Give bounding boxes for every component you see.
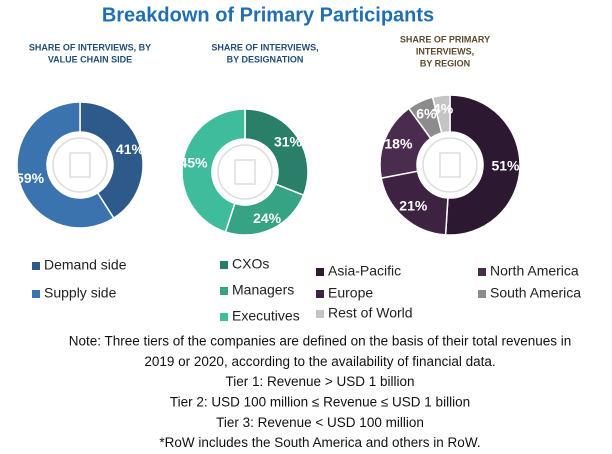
center-icon bbox=[234, 159, 256, 185]
donut-segment bbox=[79, 101, 144, 220]
note-line: *RoW includes the South America and othe… bbox=[159, 435, 480, 450]
value-label: 51% bbox=[491, 157, 520, 173]
chart-subtitle: SHARE OF PRIMARY bbox=[400, 34, 490, 44]
donut-segment bbox=[244, 108, 309, 197]
note-line: Tier 1: Revenue > USD 1 billion bbox=[226, 374, 415, 389]
legend-swatch bbox=[220, 261, 228, 269]
legend-label: CXOs bbox=[232, 256, 269, 272]
legend-swatch bbox=[316, 310, 324, 318]
donut-segment bbox=[431, 94, 451, 134]
chart-subtitle: SHARE OF INTERVIEWS, bbox=[211, 42, 318, 52]
value-label: 45% bbox=[180, 155, 209, 171]
page-title: Breakdown of Primary Participants bbox=[102, 4, 434, 26]
legend-swatch bbox=[220, 313, 228, 321]
legend-swatch bbox=[316, 268, 324, 276]
donut-segment bbox=[444, 94, 521, 236]
center-icon bbox=[52, 137, 108, 193]
legend-swatch bbox=[478, 290, 486, 298]
center-icon bbox=[69, 152, 91, 178]
legend-label: Executives bbox=[232, 308, 300, 324]
donut-segment bbox=[16, 101, 115, 229]
legend-label: Demand side bbox=[44, 257, 127, 273]
chart-subtitle: BY REGION bbox=[420, 58, 470, 68]
note-line: 2019 or 2020, according to the availabil… bbox=[144, 354, 495, 369]
legend-label: Asia-Pacific bbox=[328, 263, 401, 279]
legend-swatch bbox=[32, 262, 40, 270]
note-line: Note: Three tiers of the companies are d… bbox=[69, 334, 572, 349]
legend-label: Supply side bbox=[44, 285, 117, 301]
legend-label: South America bbox=[490, 285, 581, 301]
chart-subtitle: BY DESIGNATION bbox=[227, 54, 304, 64]
value-label: 24% bbox=[253, 210, 282, 226]
chart-subtitle: SHARE OF INTERVIEWS, BY bbox=[29, 42, 151, 52]
chart-subtitle: VALUE CHAIN SIDE bbox=[48, 54, 132, 64]
center-icon bbox=[217, 144, 273, 200]
legend-label: North America bbox=[490, 263, 579, 279]
center-icon bbox=[422, 137, 478, 193]
value-label: 4% bbox=[433, 101, 454, 117]
donut-segment bbox=[181, 108, 246, 233]
legend-label: Rest of World bbox=[328, 305, 413, 321]
center-icon bbox=[439, 152, 461, 178]
value-label: 31% bbox=[274, 133, 303, 149]
legend-label: Europe bbox=[328, 285, 373, 301]
value-label: 41% bbox=[116, 141, 145, 157]
value-label: 6% bbox=[416, 105, 437, 121]
legend-swatch bbox=[220, 287, 228, 295]
note-line: Tier 2: USD 100 million ≤ Revenue ≤ USD … bbox=[170, 394, 470, 409]
value-label: 59% bbox=[16, 170, 45, 186]
value-label: 21% bbox=[399, 197, 428, 213]
chart-subtitle: INTERVIEWS, bbox=[416, 46, 474, 56]
note-line: Tier 3: Revenue < USD 100 million bbox=[216, 415, 424, 430]
value-label: 18% bbox=[384, 135, 413, 151]
legend-swatch bbox=[32, 290, 40, 298]
legend-label: Managers bbox=[232, 282, 294, 298]
legend-swatch bbox=[478, 268, 486, 276]
legend-swatch bbox=[316, 290, 324, 298]
